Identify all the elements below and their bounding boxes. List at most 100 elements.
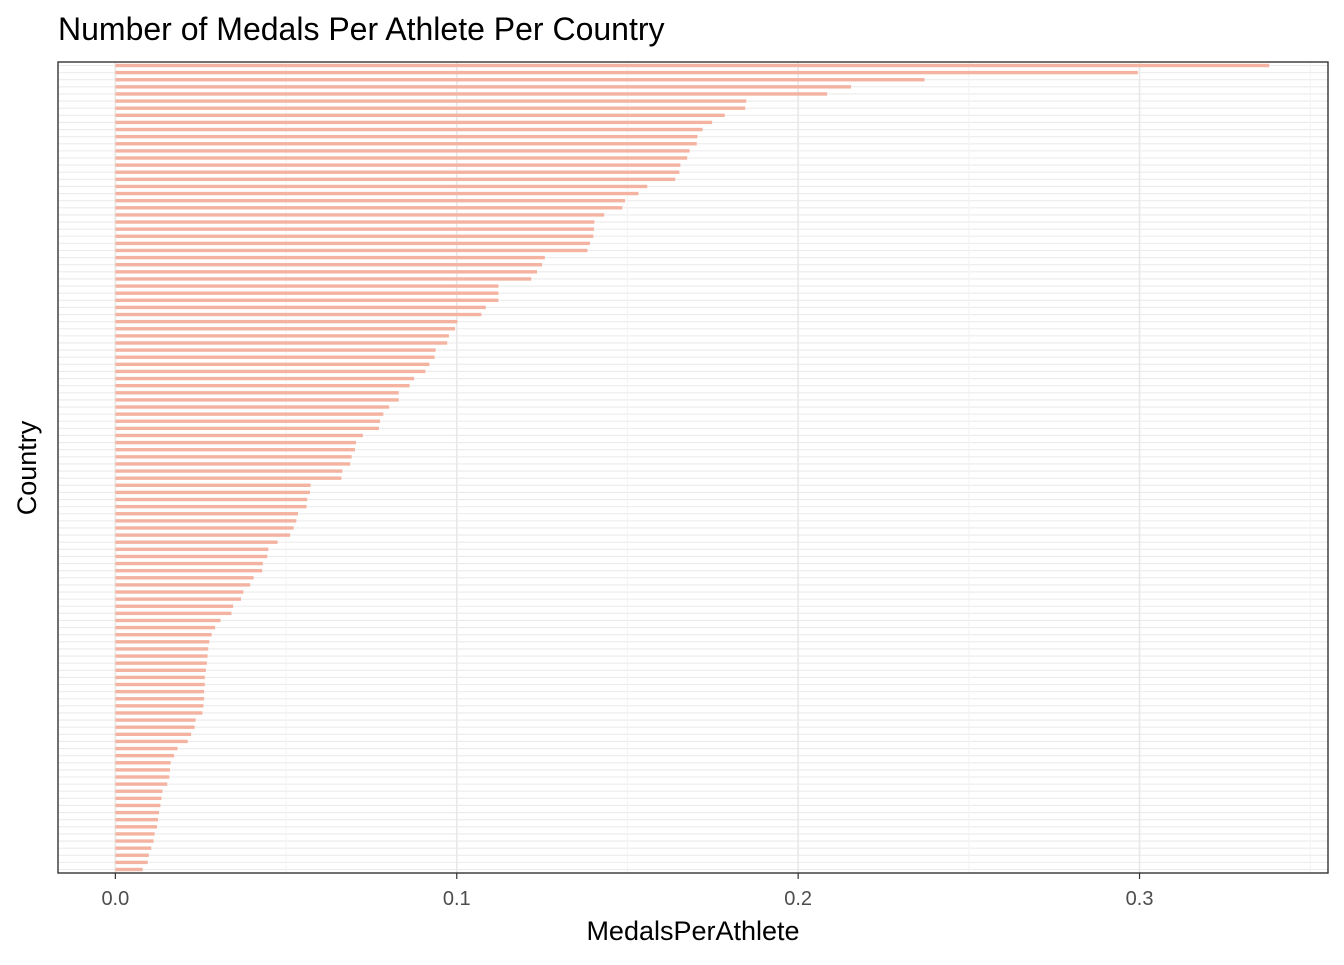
bar	[115, 113, 725, 118]
bar	[115, 63, 1270, 68]
bar	[115, 99, 747, 103]
bar	[115, 291, 499, 295]
bar	[115, 405, 390, 409]
bar	[115, 270, 537, 274]
bar	[115, 832, 155, 836]
bar	[115, 483, 311, 487]
bar	[115, 576, 254, 580]
bar	[115, 277, 532, 281]
bar	[115, 789, 163, 793]
bar	[115, 768, 170, 772]
bar	[115, 746, 178, 751]
bar	[115, 134, 698, 139]
bar	[115, 184, 648, 189]
bar	[115, 448, 356, 452]
bar	[115, 163, 681, 167]
bar	[115, 127, 703, 132]
bar	[115, 142, 697, 146]
bar	[115, 469, 343, 473]
bar	[115, 547, 269, 552]
bar	[115, 383, 410, 388]
bar	[115, 369, 426, 374]
bar	[115, 433, 363, 438]
bar	[115, 327, 456, 331]
bar	[115, 583, 251, 587]
bar	[115, 803, 161, 808]
bar	[115, 775, 170, 779]
bar	[115, 305, 486, 310]
bar	[115, 825, 158, 829]
bar	[115, 120, 713, 125]
bar	[115, 85, 852, 89]
bar	[115, 590, 244, 594]
bar	[115, 170, 680, 174]
bar	[115, 668, 206, 672]
bar	[115, 206, 623, 210]
bar	[115, 810, 160, 815]
bar	[115, 70, 1138, 75]
bar	[115, 504, 307, 509]
bar	[115, 782, 168, 786]
bar	[115, 490, 310, 495]
bar	[115, 689, 205, 694]
bar	[115, 554, 268, 559]
bar	[115, 476, 342, 480]
x-tick-label: 0.3	[1126, 888, 1154, 910]
bar	[115, 718, 196, 722]
bar	[115, 455, 352, 459]
bar	[115, 426, 379, 431]
bar	[115, 519, 297, 523]
x-tick-label: 0.1	[443, 888, 471, 910]
bar	[115, 533, 291, 537]
bar	[115, 661, 207, 665]
bar	[115, 711, 203, 715]
bar	[115, 312, 482, 317]
bar	[115, 839, 154, 843]
x-tick-label: 0.0	[101, 888, 129, 910]
y-axis-label: Country	[12, 420, 42, 515]
bar	[115, 398, 399, 402]
bar	[115, 739, 188, 744]
bar	[115, 177, 676, 182]
bar	[115, 561, 263, 566]
bar	[115, 348, 436, 352]
bar	[115, 640, 210, 644]
bar	[115, 284, 499, 288]
chart-title: Number of Medals Per Athlete Per Country	[58, 11, 665, 47]
bar	[115, 817, 159, 822]
bar	[115, 796, 162, 801]
bar	[115, 412, 384, 416]
plot-panel	[58, 62, 1328, 873]
bar	[115, 255, 545, 260]
bar	[115, 355, 435, 359]
bar	[115, 853, 149, 857]
bar	[115, 568, 263, 573]
bar	[115, 334, 449, 338]
x-tick-label: 0.2	[784, 888, 812, 910]
bar	[115, 732, 192, 737]
bar	[115, 78, 925, 82]
bar	[115, 419, 380, 423]
bar	[115, 234, 594, 238]
panel-border	[57, 61, 1329, 874]
bar	[115, 597, 241, 601]
bar	[115, 198, 626, 203]
bar	[115, 654, 208, 658]
bar	[115, 220, 595, 224]
bar	[115, 647, 209, 651]
bar	[115, 227, 594, 231]
bar	[115, 704, 204, 708]
bar	[115, 92, 828, 96]
bar	[115, 462, 351, 466]
bar	[115, 213, 605, 217]
bar	[115, 611, 232, 616]
bar	[115, 761, 171, 765]
bar	[115, 341, 448, 345]
bar	[115, 191, 639, 196]
bar	[115, 319, 458, 324]
bar	[115, 391, 399, 395]
bar	[115, 675, 205, 680]
bar	[115, 526, 294, 530]
bar	[115, 440, 357, 445]
